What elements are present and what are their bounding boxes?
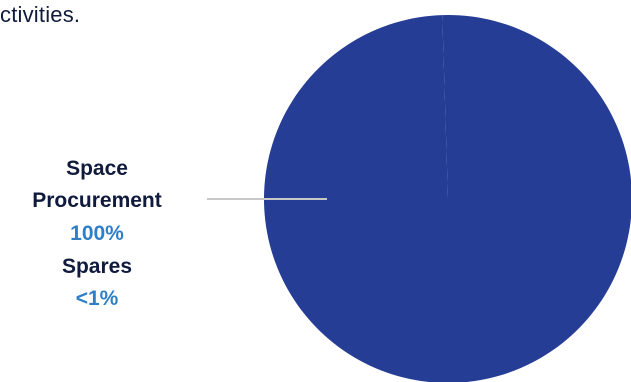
pie-slice-spares xyxy=(442,15,448,199)
intro-text: ctivities. xyxy=(0,2,81,27)
slice-label-space-procurement-line-1: Space xyxy=(66,157,128,180)
pie-slice-space-procurement xyxy=(264,15,631,382)
slice-label-spares: Spares xyxy=(62,255,132,278)
slice-value-spares: <1% xyxy=(76,287,119,310)
slice-value-space-procurement: 100% xyxy=(70,222,124,245)
pie-slices xyxy=(264,15,631,382)
slice-label-space-procurement-line-2: Procurement xyxy=(32,189,162,212)
